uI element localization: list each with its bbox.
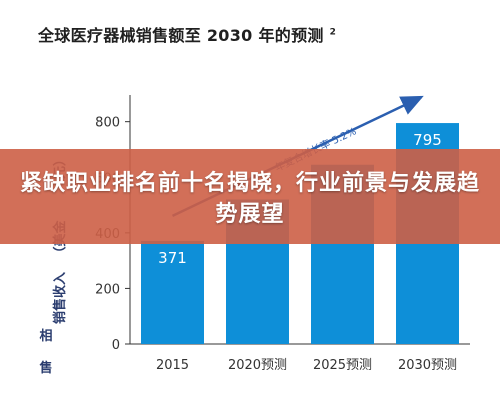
y-tick-label: 800: [95, 116, 120, 131]
page-title: 全球医疗器械销售额至 2030 年的预测 2: [38, 22, 336, 46]
bar-value-label: 795: [413, 131, 442, 149]
y-tick-label: 200: [95, 282, 120, 297]
bar-value-label: 371: [158, 249, 187, 267]
y-axis-label: 销售收入: [52, 272, 68, 324]
y-axis-label: 相: [39, 328, 52, 344]
x-tick-label: 2015: [156, 358, 189, 373]
y-axis-label: 售: [39, 360, 52, 376]
headline-banner: [0, 149, 500, 244]
bar-2015: [141, 240, 204, 344]
x-tick-label: 2020预测: [228, 358, 287, 373]
page-title-text: 全球医疗器械销售额至 2030 年的预测: [38, 26, 324, 45]
headline-text[interactable]: 紧缺职业排名前十名揭晓，行业前景与发展趋势展望: [20, 171, 481, 227]
x-tick-label: 2030预测: [398, 358, 457, 373]
footnote-mark: 2: [329, 27, 337, 38]
y-tick-label: 0: [112, 338, 120, 353]
x-tick-label: 2025预测: [313, 358, 372, 373]
